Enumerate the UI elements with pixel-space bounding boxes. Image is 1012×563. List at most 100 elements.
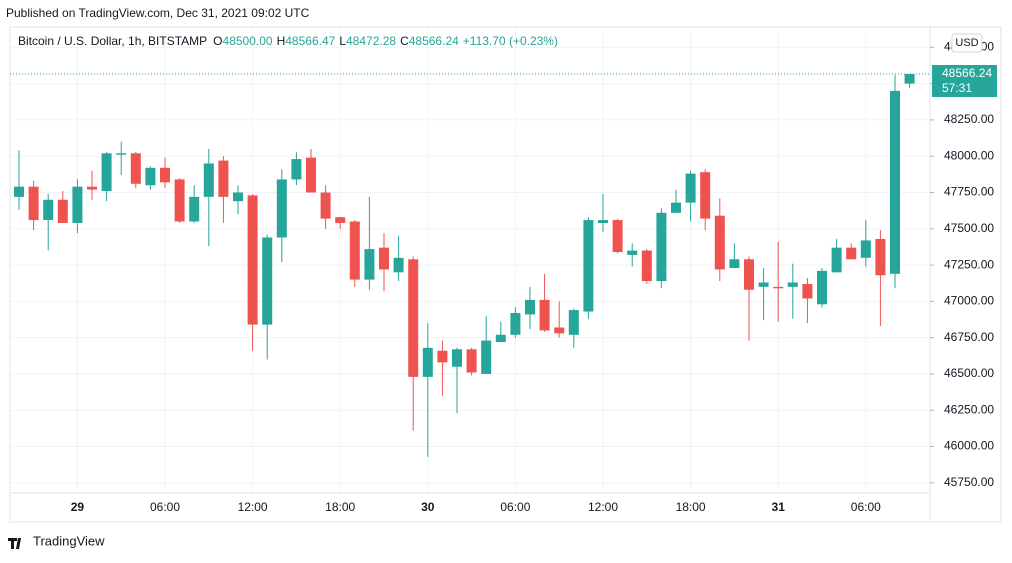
candle-body (57, 199, 68, 223)
candle-body (145, 167, 156, 186)
candle-body (101, 153, 112, 192)
x-tick-label: 12:00 (238, 500, 268, 514)
candle-body (43, 199, 54, 221)
countdown-label: 57:31 (942, 81, 972, 95)
last-price-box (932, 65, 997, 98)
ohlc-key: H (277, 34, 286, 48)
candle-body (641, 250, 652, 282)
x-tick-label: 30 (421, 500, 435, 514)
candle-body (335, 217, 346, 223)
ohlc-value: 48566.24 (409, 34, 459, 48)
candle-body (291, 159, 302, 180)
y-tick-label: 46750.00 (944, 330, 994, 344)
y-tick-label: 48000.00 (944, 148, 994, 162)
candle-body (72, 186, 83, 223)
candle-body (904, 74, 915, 84)
candle-body (481, 340, 492, 374)
candle-body (233, 192, 243, 202)
last-price-label: 48566.24 (942, 66, 992, 80)
candle-body (306, 157, 316, 193)
candle-body (627, 250, 638, 255)
x-tick-label: 12:00 (588, 500, 618, 514)
y-tick-label: 47750.00 (944, 185, 994, 199)
ohlc-value: 48566.47 (285, 34, 335, 48)
candle-body (262, 237, 273, 325)
candle-body (890, 90, 900, 274)
candle-body (130, 153, 141, 184)
candle-body (495, 334, 506, 343)
candle-body (116, 153, 127, 155)
ohlc-key: L (339, 34, 346, 48)
candle-body (729, 259, 740, 268)
x-tick-label: 31 (772, 500, 786, 514)
candle-body (466, 349, 477, 373)
candle-body (203, 163, 214, 197)
candle-body (452, 349, 462, 367)
candle-body (218, 160, 229, 197)
candle-body (87, 186, 97, 190)
ohlc-legend: O 48500.00 H 48566.47 L 48472.28 C 48566.24 +113… (213, 34, 558, 48)
candle-body (744, 259, 754, 290)
axes: 45750.00 46000.00 46250.00 46500.00 46750.00… (71, 39, 997, 514)
candle-body (160, 167, 170, 183)
y-tick-label: 46500.00 (944, 366, 994, 380)
ohlc-key: C (400, 34, 409, 48)
y-tick-label: 46250.00 (944, 402, 994, 416)
candle-body (846, 247, 857, 260)
candle-body (568, 310, 579, 335)
published-note: Published on TradingView.com, Dec 31, 20… (6, 6, 310, 20)
x-tick-label: 06:00 (851, 500, 881, 514)
candle-body (320, 192, 331, 219)
candle-body (671, 202, 681, 213)
candle-body (28, 186, 39, 221)
ohlc-value: 48472.28 (346, 34, 396, 48)
candle-body (714, 215, 725, 270)
ohlc-key: O (213, 34, 222, 48)
y-tick-label: 47250.00 (944, 257, 994, 271)
chart-frame (9, 26, 1002, 523)
candle-body (379, 247, 389, 270)
candle-body (773, 286, 784, 289)
candle-body (817, 270, 827, 305)
candle-body (349, 221, 360, 280)
ohlc-value: 48500.00 (223, 34, 273, 48)
grid (10, 27, 930, 493)
x-tick-label: 18:00 (676, 500, 706, 514)
y-tick-label: 48250.00 (944, 112, 994, 126)
candle-body (787, 282, 798, 287)
candle-body (802, 283, 813, 299)
candle-body (510, 312, 521, 335)
candles (10, 73, 930, 457)
candle-body (875, 238, 886, 276)
candle-body (364, 249, 375, 280)
candle-body (831, 247, 842, 273)
x-tick-label: 06:00 (500, 500, 530, 514)
currency-label[interactable]: USD (955, 37, 978, 49)
chart-title: Bitcoin / U.S. Dollar, 1h, BITSTAMP (18, 34, 207, 48)
y-tick-label: 47000.00 (944, 294, 994, 308)
candle-body (189, 196, 200, 222)
candle-body (174, 179, 185, 222)
candle-body (539, 299, 550, 331)
currency-button[interactable] (951, 33, 983, 53)
candle-body (247, 195, 258, 325)
x-tick-label: 18:00 (325, 500, 355, 514)
candle-body (525, 299, 535, 315)
candle-body (276, 179, 287, 238)
candle-body (408, 259, 419, 377)
candle-body (758, 282, 769, 287)
candle-body (14, 186, 24, 197)
x-tick-label: 29 (71, 500, 85, 514)
x-tick-label: 06:00 (150, 500, 180, 514)
candle-body (437, 350, 448, 363)
candle-body (422, 347, 433, 377)
y-tick-label: 45750.00 (944, 475, 994, 489)
candle-body (598, 220, 608, 223)
candle-body (685, 173, 696, 203)
candle-body (393, 257, 404, 273)
y-tick-label: 47500.00 (944, 221, 994, 235)
y-tick-label: 46000.00 (944, 439, 994, 453)
candle-body (860, 240, 871, 258)
